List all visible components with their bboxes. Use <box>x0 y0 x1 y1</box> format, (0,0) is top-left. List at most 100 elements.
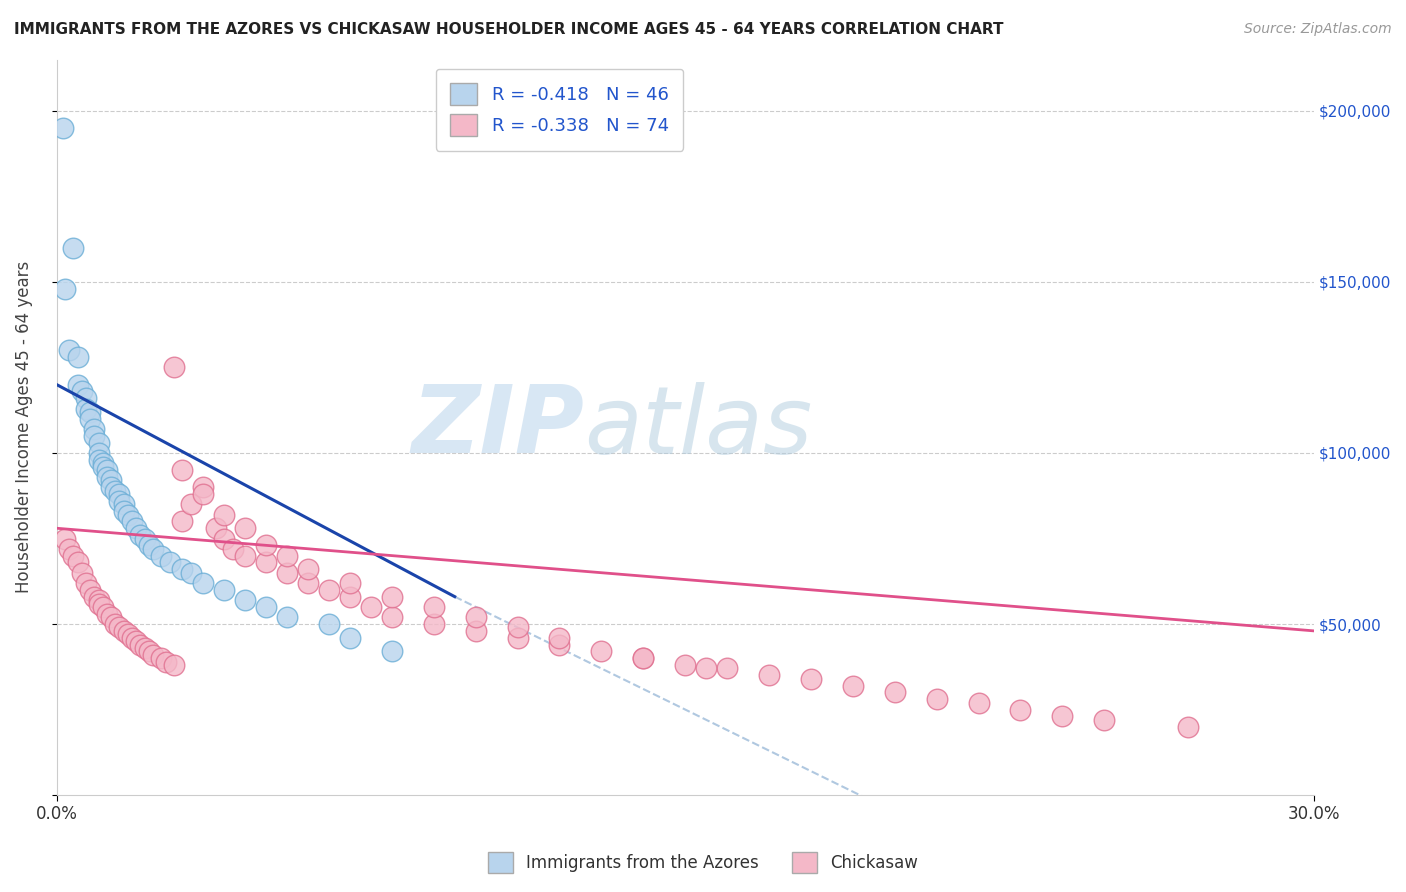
Point <box>339 590 361 604</box>
Point <box>254 538 277 552</box>
Point <box>83 422 105 436</box>
Point <box>276 549 298 563</box>
Point <box>79 405 101 419</box>
Text: Source: ZipAtlas.com: Source: ZipAtlas.com <box>1244 22 1392 37</box>
Point <box>193 487 215 501</box>
Point <box>112 504 135 518</box>
Point <box>96 470 118 484</box>
Point <box>254 556 277 570</box>
Point <box>87 446 110 460</box>
Point <box>180 566 202 580</box>
Point <box>112 497 135 511</box>
Point <box>129 638 152 652</box>
Point <box>1052 709 1074 723</box>
Point <box>62 241 84 255</box>
Point <box>800 672 823 686</box>
Point <box>633 651 655 665</box>
Point <box>297 576 319 591</box>
Point <box>91 456 114 470</box>
Point <box>221 541 243 556</box>
Point <box>172 562 194 576</box>
Point <box>381 610 404 624</box>
Point <box>58 343 80 358</box>
Point <box>205 521 228 535</box>
Point <box>381 644 404 658</box>
Point <box>138 644 160 658</box>
Point <box>180 497 202 511</box>
Point <box>506 631 529 645</box>
Point <box>172 515 194 529</box>
Point <box>339 576 361 591</box>
Point <box>117 508 139 522</box>
Point <box>276 566 298 580</box>
Point <box>91 459 114 474</box>
Point <box>506 620 529 634</box>
Point <box>125 634 148 648</box>
Point <box>163 360 186 375</box>
Point <box>75 401 97 416</box>
Point <box>318 582 340 597</box>
Point <box>212 508 235 522</box>
Point <box>112 624 135 638</box>
Point <box>423 617 446 632</box>
Point <box>104 483 127 498</box>
Point <box>695 661 717 675</box>
Point <box>339 631 361 645</box>
Point <box>716 661 738 675</box>
Point <box>62 549 84 563</box>
Point <box>233 593 256 607</box>
Point <box>53 282 76 296</box>
Point <box>464 624 486 638</box>
Point <box>79 582 101 597</box>
Point <box>967 696 990 710</box>
Y-axis label: Householder Income Ages 45 - 64 years: Householder Income Ages 45 - 64 years <box>15 261 32 593</box>
Point <box>104 617 127 632</box>
Point <box>1010 702 1032 716</box>
Point <box>87 593 110 607</box>
Point <box>108 487 131 501</box>
Point <box>83 429 105 443</box>
Point <box>423 599 446 614</box>
Point <box>87 597 110 611</box>
Point <box>883 685 905 699</box>
Point <box>233 521 256 535</box>
Point <box>75 576 97 591</box>
Point <box>100 480 122 494</box>
Point <box>96 463 118 477</box>
Point <box>318 617 340 632</box>
Point <box>121 515 143 529</box>
Point <box>758 668 780 682</box>
Point <box>125 521 148 535</box>
Point <box>297 562 319 576</box>
Legend: Immigrants from the Azores, Chickasaw: Immigrants from the Azores, Chickasaw <box>481 846 925 880</box>
Point <box>83 590 105 604</box>
Point <box>159 556 181 570</box>
Point <box>276 610 298 624</box>
Point <box>155 655 177 669</box>
Point <box>142 541 165 556</box>
Point <box>548 631 571 645</box>
Text: atlas: atlas <box>585 382 813 473</box>
Point <box>117 627 139 641</box>
Point <box>360 599 382 614</box>
Point <box>87 435 110 450</box>
Point <box>150 651 173 665</box>
Point <box>381 590 404 604</box>
Point <box>193 480 215 494</box>
Point <box>591 644 613 658</box>
Point <box>633 651 655 665</box>
Point <box>129 528 152 542</box>
Point <box>842 679 865 693</box>
Point <box>91 599 114 614</box>
Point <box>464 610 486 624</box>
Point <box>134 640 156 655</box>
Point <box>254 599 277 614</box>
Point <box>925 692 948 706</box>
Point <box>193 576 215 591</box>
Point <box>108 620 131 634</box>
Point <box>75 391 97 405</box>
Point <box>548 638 571 652</box>
Point <box>100 610 122 624</box>
Point <box>66 556 89 570</box>
Point <box>138 538 160 552</box>
